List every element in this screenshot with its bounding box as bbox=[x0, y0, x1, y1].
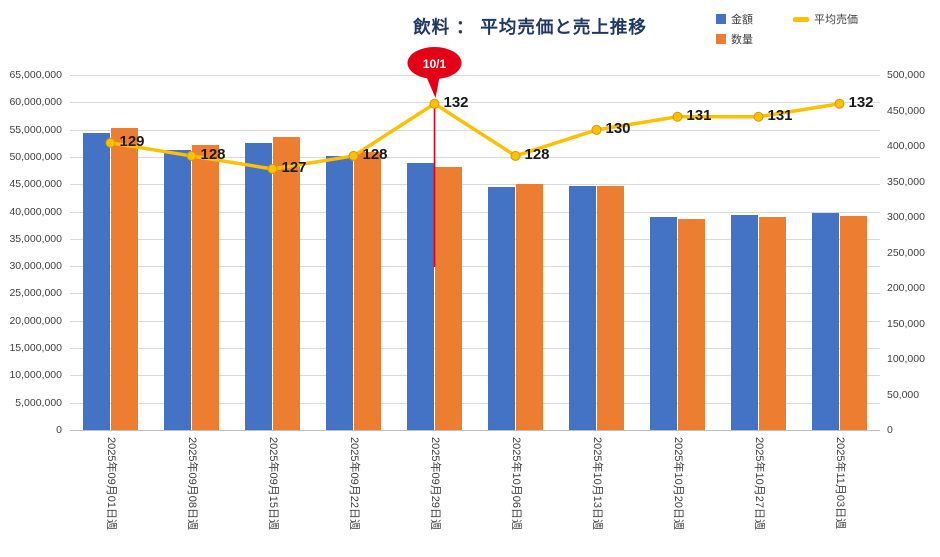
amount-bar[interactable] bbox=[650, 217, 677, 430]
left-axis-tick-label: 65,000,000 bbox=[9, 69, 62, 81]
right-axis-tick-label: 250,000 bbox=[887, 246, 925, 259]
left-axis-tick-label: 45,000,000 bbox=[9, 178, 62, 191]
right-axis-tick-label: 400,000 bbox=[887, 140, 925, 152]
gridline bbox=[70, 430, 880, 431]
avg-price-data-label: 131 bbox=[686, 106, 712, 124]
right-axis-tick-label: 350,000 bbox=[887, 175, 925, 188]
avg-price-data-label: 132 bbox=[443, 93, 469, 111]
right-axis-tick-label: 200,000 bbox=[887, 282, 925, 294]
amount-bar[interactable] bbox=[488, 186, 515, 430]
legend-item-quantity[interactable]: 数量 bbox=[716, 31, 753, 47]
gridline bbox=[70, 238, 880, 240]
left-axis-tick-label: 35,000,000 bbox=[9, 232, 62, 245]
quantity-legend-label: 数量 bbox=[731, 34, 753, 46]
left-axis-tick-label: 50,000,000 bbox=[9, 150, 62, 163]
left-axis-tick-label: 10,000,000 bbox=[9, 369, 62, 382]
quantity-bar[interactable] bbox=[435, 167, 462, 430]
amount-legend-swatch-icon bbox=[716, 14, 726, 24]
quantity-bar[interactable] bbox=[273, 137, 300, 430]
gridline bbox=[70, 375, 880, 377]
avg-price-legend-label: 平均売価 bbox=[814, 14, 858, 26]
left-axis-tick-label: 0 bbox=[56, 424, 62, 436]
avg-price-data-label: 128 bbox=[524, 145, 550, 163]
quantity-bar[interactable] bbox=[759, 217, 786, 430]
amount-legend-label: 金額 bbox=[731, 14, 753, 26]
quantity-legend-swatch-icon bbox=[716, 34, 726, 44]
right-axis-tick-label: 300,000 bbox=[887, 211, 925, 223]
amount-bar[interactable] bbox=[83, 132, 110, 430]
quantity-bar[interactable] bbox=[354, 152, 381, 430]
right-axis-tick-label: 0 bbox=[887, 424, 893, 436]
right-axis-tick-label: 50,000 bbox=[887, 388, 920, 401]
gridline bbox=[70, 266, 880, 268]
avg-price-data-label: 128 bbox=[200, 145, 226, 163]
chart-title: 飲料 ： 平均売価と売上推移 bbox=[413, 17, 647, 37]
legend-item-avg-price[interactable]: 平均売価 bbox=[793, 11, 858, 27]
amount-bar[interactable] bbox=[245, 143, 272, 430]
amount-bar[interactable] bbox=[407, 162, 434, 430]
avg-price-data-label: 131 bbox=[767, 106, 793, 124]
quantity-bar[interactable] bbox=[840, 216, 867, 430]
legend-item-amount[interactable]: 金額 bbox=[716, 11, 753, 27]
left-axis-tick-label: 30,000,000 bbox=[9, 260, 62, 273]
gridline bbox=[70, 184, 880, 186]
quantity-bar[interactable] bbox=[678, 219, 705, 430]
left-axis-tick-label: 55,000,000 bbox=[9, 123, 62, 136]
gridline bbox=[70, 348, 880, 350]
amount-bar[interactable] bbox=[569, 185, 596, 430]
amount-bar[interactable] bbox=[164, 150, 191, 430]
right-axis-tick-label: 450,000 bbox=[887, 104, 925, 117]
avg-price-data-label: 128 bbox=[362, 145, 388, 163]
amount-bar[interactable] bbox=[731, 214, 758, 430]
avg-price-data-label: 127 bbox=[281, 158, 307, 176]
avg-price-data-label: 130 bbox=[605, 119, 631, 137]
avg-price-legend-swatch-icon bbox=[793, 16, 809, 22]
right-axis-tick-label: 150,000 bbox=[887, 317, 925, 330]
avg-price-data-label: 132 bbox=[848, 93, 874, 111]
left-axis-tick-label: 20,000,000 bbox=[9, 314, 62, 327]
left-axis-tick-label: 5,000,000 bbox=[15, 396, 62, 409]
quantity-bar[interactable] bbox=[192, 145, 219, 430]
left-axis-tick-label: 15,000,000 bbox=[9, 342, 62, 355]
right-axis-tick-label: 500,000 bbox=[887, 69, 925, 81]
gridline bbox=[70, 293, 880, 295]
quantity-bar[interactable] bbox=[111, 128, 138, 430]
left-axis-tick-label: 60,000,000 bbox=[9, 96, 62, 109]
avg-price-data-label: 129 bbox=[119, 132, 145, 150]
quantity-bar[interactable] bbox=[597, 186, 624, 430]
gridline bbox=[70, 75, 880, 76]
amount-bar[interactable] bbox=[326, 156, 353, 430]
gridline bbox=[70, 320, 880, 322]
amount-bar[interactable] bbox=[812, 213, 839, 430]
right-axis-tick-label: 100,000 bbox=[887, 353, 925, 365]
quantity-bar[interactable] bbox=[516, 184, 543, 430]
left-axis-tick-label: 25,000,000 bbox=[9, 287, 62, 300]
gridline bbox=[70, 211, 880, 213]
left-axis-tick-label: 40,000,000 bbox=[9, 205, 62, 218]
gridline bbox=[70, 402, 880, 404]
